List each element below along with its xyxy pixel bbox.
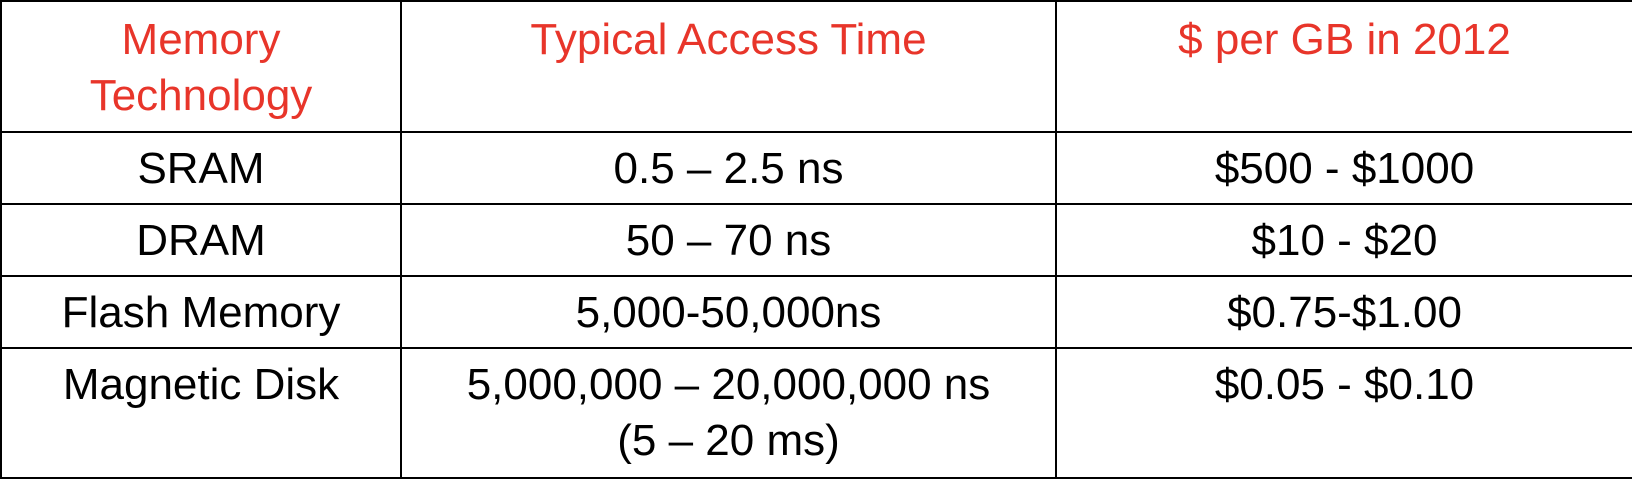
cell-cost: $10 - $20 bbox=[1055, 203, 1632, 277]
header-cost-per-gb: $ per GB in 2012 bbox=[1055, 0, 1632, 133]
cell-text: SRAM bbox=[137, 144, 265, 193]
cell-access-time: 5,000,000 – 20,000,000 ns (5 – 20 ms) bbox=[400, 347, 1057, 479]
table-row: Magnetic Disk 5,000,000 – 20,000,000 ns … bbox=[0, 347, 1632, 479]
cell-cost: $500 - $1000 bbox=[1055, 131, 1632, 205]
cell-cost: $0.05 - $0.10 bbox=[1055, 347, 1632, 479]
cell-access-time: 5,000-50,000ns bbox=[400, 275, 1057, 349]
cell-text: (5 – 20 ms) bbox=[617, 416, 840, 465]
header-row: Memory Technology Typical Access Time $ … bbox=[0, 0, 1632, 133]
cell-text: Magnetic Disk bbox=[62, 360, 340, 409]
cell-cost: $0.75-$1.00 bbox=[1055, 275, 1632, 349]
cell-access-time: 50 – 70 ns bbox=[400, 203, 1057, 277]
header-text-line: Technology bbox=[89, 71, 313, 120]
table-row: DRAM 50 – 70 ns $10 - $20 bbox=[0, 203, 1632, 277]
header-text-line: Memory bbox=[121, 15, 281, 64]
cell-technology: Magnetic Disk bbox=[0, 347, 402, 479]
cell-text: 5,000,000 – 20,000,000 ns bbox=[466, 360, 991, 409]
cell-technology: DRAM bbox=[0, 203, 402, 277]
cell-text: $0.05 - $0.10 bbox=[1214, 360, 1475, 409]
cell-text: $500 - $1000 bbox=[1214, 144, 1475, 193]
table-row: SRAM 0.5 – 2.5 ns $500 - $1000 bbox=[0, 131, 1632, 205]
cell-technology: SRAM bbox=[0, 131, 402, 205]
cell-access-time: 0.5 – 2.5 ns bbox=[400, 131, 1057, 205]
header-access-time: Typical Access Time bbox=[400, 0, 1057, 133]
cell-text: DRAM bbox=[136, 216, 266, 265]
cell-text: Flash Memory bbox=[61, 288, 341, 337]
table-row: Flash Memory 5,000-50,000ns $0.75-$1.00 bbox=[0, 275, 1632, 349]
header-memory-technology: Memory Technology bbox=[0, 0, 402, 133]
header-text-line: Typical Access Time bbox=[530, 15, 927, 64]
cell-text: 5,000-50,000ns bbox=[575, 288, 882, 337]
cell-text: 50 – 70 ns bbox=[625, 216, 832, 265]
cell-text: $10 - $20 bbox=[1251, 216, 1438, 265]
cell-text: 0.5 – 2.5 ns bbox=[613, 144, 844, 193]
cell-text: $0.75-$1.00 bbox=[1227, 288, 1462, 337]
header-text-line: $ per GB in 2012 bbox=[1178, 15, 1511, 64]
cell-technology: Flash Memory bbox=[0, 275, 402, 349]
